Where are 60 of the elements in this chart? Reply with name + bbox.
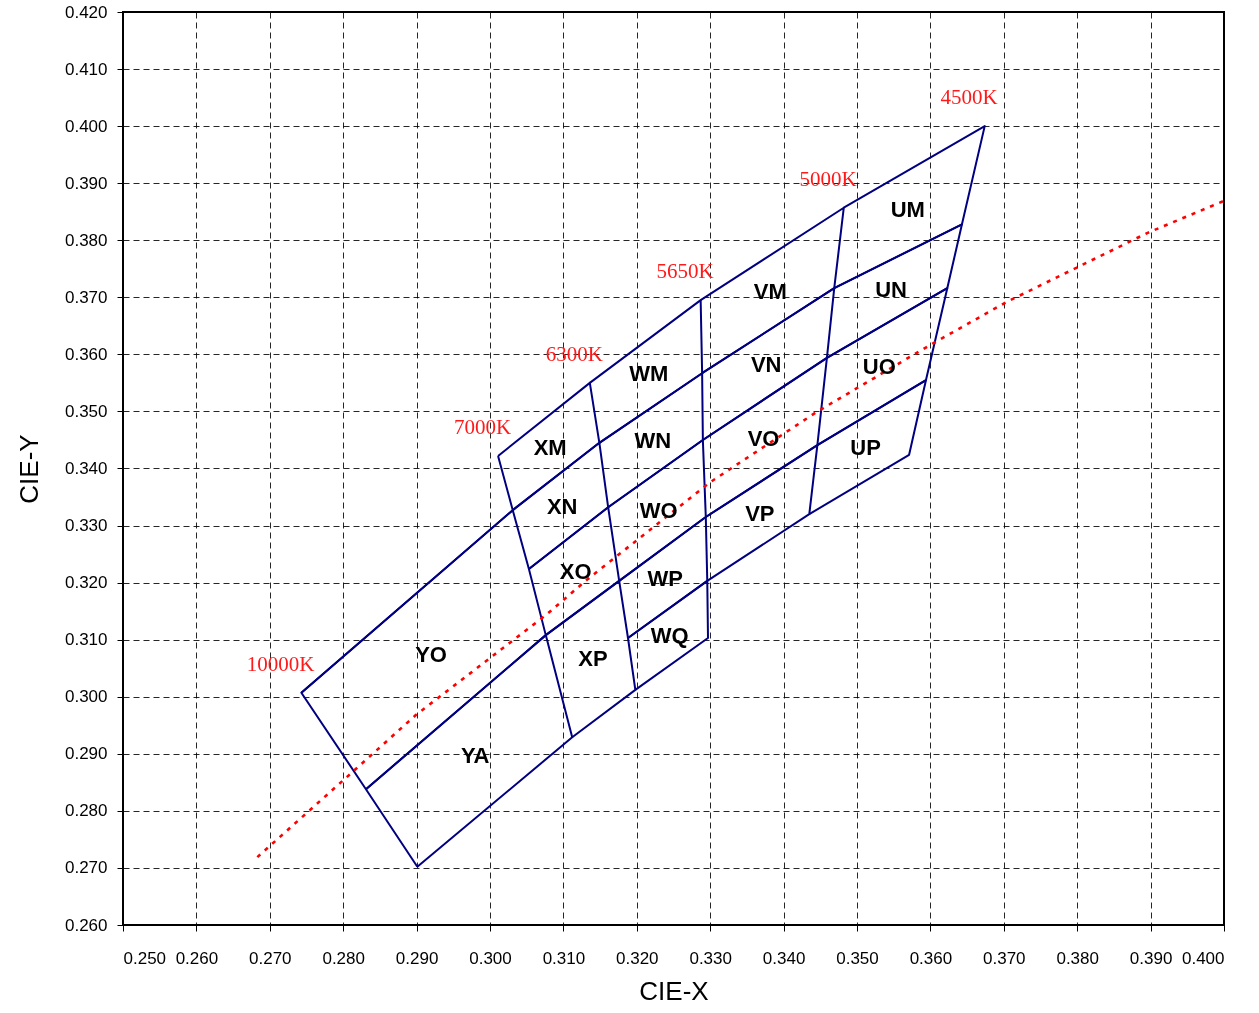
annotation: 10000K <box>246 651 315 676</box>
x-tick-label: 0.310 <box>542 948 586 968</box>
x-tick-label: 0.360 <box>909 948 953 968</box>
series-label: WQ <box>650 623 689 649</box>
x-tick-label: 0.350 <box>836 948 879 968</box>
series-label: XN <box>546 493 578 519</box>
series-label: WN <box>634 427 672 453</box>
x-tick-label: 0.380 <box>1056 948 1099 968</box>
series-label: UM <box>890 197 925 223</box>
series-label: YO <box>415 642 447 668</box>
x-tick-label: 0.300 <box>469 948 512 968</box>
y-tick-label: 0.390 <box>64 173 108 193</box>
series-label: UO <box>862 354 896 380</box>
x-tick-label: 0.260 <box>175 948 219 968</box>
series-label: VM <box>753 278 787 304</box>
series-label: WP <box>647 565 683 591</box>
series-label: XP <box>578 646 608 672</box>
y-tick-label: 0.370 <box>64 287 108 307</box>
x-tick-label: 0.270 <box>249 948 292 968</box>
y-tick-label: 0.310 <box>64 630 108 650</box>
y-tick-label: 0.330 <box>64 516 108 536</box>
x-tick-label: 0.320 <box>616 948 659 968</box>
series-label: WM <box>629 360 669 386</box>
series-label: VO <box>747 426 780 452</box>
y-tick-label: 0.380 <box>64 230 108 250</box>
y-tick-label: 0.340 <box>64 459 108 478</box>
series-label: XO <box>559 559 592 585</box>
series-label: UP <box>850 434 881 460</box>
annotation: 5650K <box>656 259 714 284</box>
y-tick-label: 0.350 <box>64 401 108 421</box>
x-tick-label: 0.390 <box>1129 948 1173 968</box>
y-axis-title: CIE-Y <box>13 434 44 504</box>
y-tick-label: 0.400 <box>64 116 108 136</box>
y-tick-label: 0.320 <box>64 573 108 593</box>
y-tick-label: 0.270 <box>64 858 108 878</box>
y-tick-label: 0.280 <box>64 801 108 821</box>
x-tick-label: 0.370 <box>983 948 1026 968</box>
x-axis-title: CIE-X <box>639 975 709 1006</box>
series-label: XM <box>533 434 567 460</box>
annotation: 5000K <box>799 166 857 191</box>
x-tick-label: 0.290 <box>395 948 439 968</box>
y-tick-label: 0.410 <box>64 59 108 79</box>
series-label: VN <box>750 351 782 377</box>
y-tick-label: 0.260 <box>64 915 108 935</box>
series-label: UN <box>875 277 907 303</box>
series-label: WO <box>639 497 678 523</box>
y-tick-label: 0.360 <box>64 344 108 364</box>
series-label: VP <box>745 500 775 526</box>
y-tick-label: 0.300 <box>64 687 108 707</box>
y-tick-label: 0.420 <box>64 2 108 22</box>
x-tick-label: 0.280 <box>322 948 365 968</box>
annotation: 7000K <box>453 414 512 439</box>
x-tick-label: 0.250 <box>123 948 167 968</box>
y-tick-label: 0.290 <box>64 744 108 764</box>
annotation: 6300K <box>545 341 603 366</box>
series-label: YA <box>460 742 490 768</box>
x-tick-label: 0.400 <box>1181 948 1225 968</box>
annotation: 4500K <box>940 85 998 110</box>
x-tick-label: 0.330 <box>689 948 732 968</box>
x-tick-label: 0.340 <box>762 948 806 968</box>
